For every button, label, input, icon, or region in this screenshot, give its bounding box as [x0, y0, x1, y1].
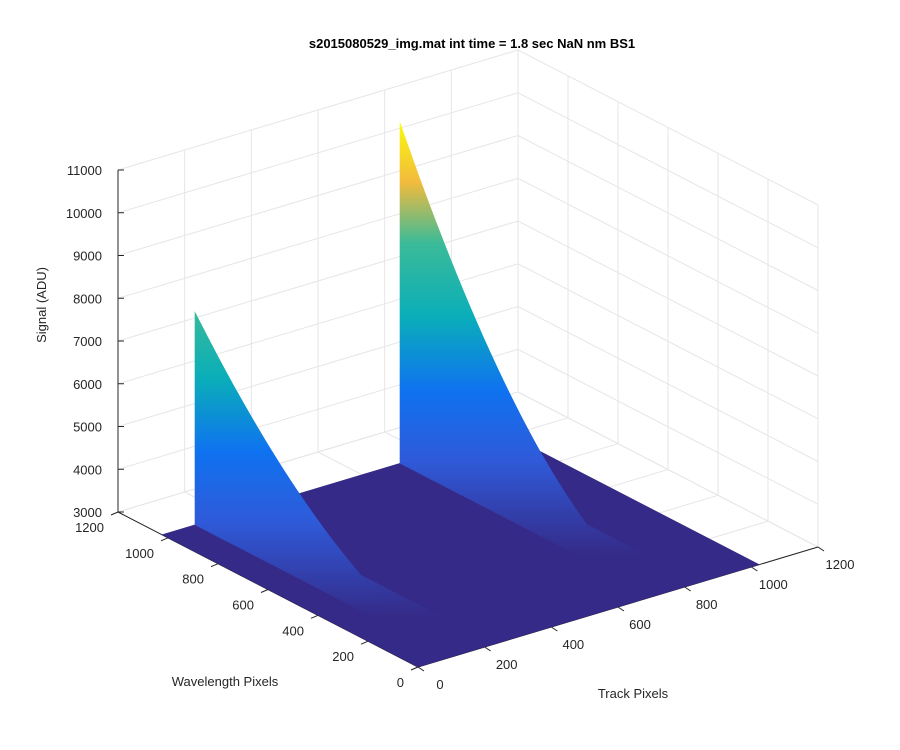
y-tick-mark	[160, 537, 169, 542]
peak-edge-face	[194, 311, 451, 658]
y-tick-mark	[360, 640, 369, 645]
y-tick-label: 0	[397, 675, 404, 690]
x-tick-label: 800	[696, 597, 718, 612]
y-axis-label: Wavelength Pixels	[172, 674, 279, 689]
y-tick-label: 600	[232, 598, 254, 613]
y-tick-mark	[260, 589, 269, 593]
y-tick-label: 1000	[125, 546, 154, 561]
z-tick-label: 11000	[67, 163, 102, 178]
grid-z-walls	[117, 134, 819, 291]
x-tick-mark	[684, 586, 691, 592]
y-tick-label: 200	[332, 649, 354, 664]
y-tick-label: 800	[182, 572, 204, 587]
x-tick-mark	[617, 606, 625, 612]
x-tick-label: 1000	[759, 577, 788, 592]
y-tick-label: 400	[282, 623, 304, 638]
surface	[161, 121, 760, 668]
y-tick-mark	[310, 614, 319, 619]
x-tick-mark	[751, 566, 758, 572]
x-tick-label: 0	[436, 677, 443, 692]
y-tick-mark	[210, 563, 219, 568]
chart-title: s2015080529_img.mat int time = 1.8 sec N…	[309, 36, 635, 51]
x-axis-label: Track Pixels	[598, 686, 669, 701]
x-tick-mark	[484, 646, 491, 652]
x-tick-mark	[817, 546, 825, 552]
grid-z-walls	[117, 49, 819, 206]
x-tick-mark	[417, 666, 425, 672]
grid-z-walls	[117, 220, 819, 377]
grid-z-walls	[117, 263, 819, 420]
z-tick-label: 6000	[73, 377, 102, 392]
z-tick-label: 4000	[73, 462, 102, 477]
y-tick-mark	[410, 666, 419, 671]
x-tick-label: 1200	[826, 557, 855, 572]
y-tick-label: 1200	[75, 520, 104, 535]
z-axis-label: Signal (ADU)	[34, 267, 49, 343]
x-tick-label: 200	[496, 657, 518, 672]
grid-z-walls	[117, 305, 819, 462]
x-tick-mark	[551, 626, 558, 632]
z-tick-label: 7000	[73, 334, 102, 349]
x-tick-label: 400	[562, 637, 584, 652]
z-tick-label: 8000	[73, 291, 102, 306]
tick-labels: 0 200 400 600 800 1000 1200 0 200 400 600 800 1000 12…	[66, 163, 855, 692]
z-tick-label: 9000	[73, 249, 102, 264]
z-tick-label: 3000	[73, 505, 102, 520]
grid-z-walls	[117, 92, 819, 249]
peak-edge-face	[399, 121, 656, 596]
z-tick-label: 10000	[66, 206, 102, 221]
grid-z-walls	[117, 177, 819, 334]
y-tick-mark	[110, 511, 119, 516]
z-tick-label: 5000	[73, 420, 102, 435]
x-tick-label: 600	[629, 617, 651, 632]
